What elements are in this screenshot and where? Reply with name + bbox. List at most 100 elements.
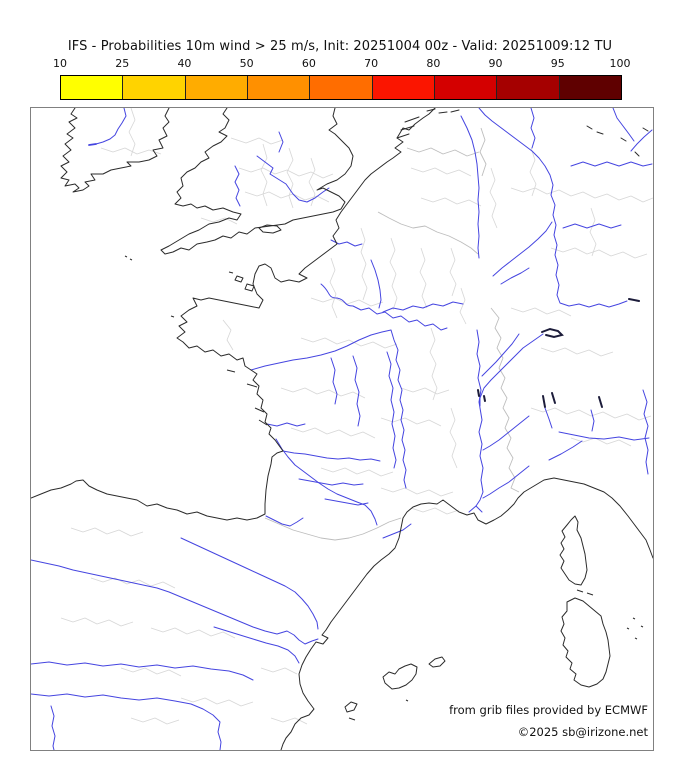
admin-ireland-2 xyxy=(100,147,162,155)
admin-spain-2 xyxy=(90,577,176,589)
coast-zeeland-islands xyxy=(396,116,420,139)
island-menorca xyxy=(428,656,446,668)
colorbar-segment xyxy=(247,76,311,99)
admin-spain-4 xyxy=(150,627,236,639)
admin-england-5 xyxy=(238,167,334,179)
colorbar-segment xyxy=(61,76,124,99)
admin-france-12 xyxy=(449,407,458,469)
river-lot xyxy=(298,478,364,486)
admin-france-11 xyxy=(429,327,438,401)
colorbar-segment xyxy=(185,76,248,99)
island-corsica xyxy=(559,515,588,586)
lake-constance xyxy=(628,298,640,302)
admin-france-5 xyxy=(449,247,457,297)
rivers-layer xyxy=(31,108,653,750)
colorbar-tick: 90 xyxy=(488,57,503,70)
river-cher xyxy=(330,357,338,405)
admin-germany-4 xyxy=(589,207,597,257)
river-shannon-estuary xyxy=(88,143,97,146)
admin-spain-5 xyxy=(120,667,182,677)
river-ems xyxy=(530,108,536,149)
admin-england-2 xyxy=(260,143,268,207)
river-rhone xyxy=(475,407,484,507)
river-tarn xyxy=(324,498,369,506)
colorbar-tick: 70 xyxy=(364,57,379,70)
coastlines-layer xyxy=(31,108,653,750)
admin-spain-7 xyxy=(130,717,180,725)
river-meurthe xyxy=(500,267,530,285)
coast-german-bight xyxy=(586,125,649,157)
admin-spain-6 xyxy=(180,697,254,707)
scilly-isles xyxy=(124,255,133,261)
river-spain-east-2 xyxy=(31,693,222,750)
admin-italy-1 xyxy=(530,407,652,421)
border-belgium-netherlands xyxy=(406,147,480,157)
river-adda xyxy=(590,409,595,432)
colorbar-tick: 10 xyxy=(53,57,67,70)
isle-of-wight xyxy=(258,224,282,234)
colorbar-tick: 60 xyxy=(301,57,316,70)
admin-france-1 xyxy=(360,227,368,301)
colorbar-ticks: 10 25 40 50 60 70 80 90 95 100 xyxy=(53,57,631,71)
river-seine xyxy=(320,283,448,331)
admin-france-8 xyxy=(280,387,366,399)
river-ebro xyxy=(31,559,319,645)
channel-islands xyxy=(228,271,255,292)
admin-england-3 xyxy=(286,147,294,209)
river-garonne xyxy=(275,438,378,526)
river-severn xyxy=(234,165,241,207)
river-shannon xyxy=(95,108,127,145)
colorbar-tick: 95 xyxy=(550,57,565,70)
river-adour xyxy=(265,515,304,527)
river-jucar xyxy=(213,626,300,664)
river-oise xyxy=(370,259,382,309)
lake-annecy xyxy=(483,395,486,402)
coast-ireland xyxy=(60,108,170,193)
river-doubs xyxy=(481,333,520,377)
river-meuse xyxy=(460,115,480,259)
island-mallorca xyxy=(382,663,418,690)
coast-mediterranean xyxy=(280,477,653,750)
river-charente xyxy=(266,422,306,427)
river-po xyxy=(558,431,650,441)
admin-spain-1 xyxy=(70,527,144,537)
river-marne xyxy=(382,301,464,313)
admin-benelux-1 xyxy=(410,167,472,177)
colorbar-segment xyxy=(559,76,621,99)
lake-maggiore xyxy=(542,395,546,408)
admin-benelux-2 xyxy=(420,197,482,207)
admin-spain-3 xyxy=(60,617,134,627)
river-thames xyxy=(256,155,330,203)
river-neckar xyxy=(562,223,622,229)
admin-france-4 xyxy=(419,247,428,309)
river-trent xyxy=(278,131,284,153)
colorbar-tick: 25 xyxy=(115,57,130,70)
river-dordogne xyxy=(282,450,381,462)
figure-title: IFS - Probabilities 10m wind > 25 m/s, I… xyxy=(67,39,613,54)
border-germany-netherlands xyxy=(479,127,487,177)
credit-ecmwf: from grib files provided by ECMWF xyxy=(449,703,648,717)
river-ticino xyxy=(544,407,553,429)
admin-france-15 xyxy=(380,417,442,427)
colorbar xyxy=(60,75,622,100)
coast-continent-atlantic xyxy=(31,108,436,521)
coast-great-britain xyxy=(160,108,354,255)
colorbar-segment xyxy=(434,76,498,99)
borders-layer xyxy=(60,108,653,725)
admin-germany-5 xyxy=(550,247,648,259)
river-durance xyxy=(482,465,530,499)
admin-germany-1 xyxy=(489,167,498,229)
island-sardinia xyxy=(560,597,611,688)
admin-france-9 xyxy=(290,427,376,439)
river-main xyxy=(570,161,653,167)
island-ibiza xyxy=(344,701,358,713)
river-elbe-branch xyxy=(630,129,653,152)
admin-spain-8 xyxy=(260,667,298,675)
admin-france-13 xyxy=(459,287,467,325)
border-france-belgium xyxy=(377,211,479,255)
colorbar-segment xyxy=(123,76,186,99)
river-adige xyxy=(642,389,649,475)
river-spain-south xyxy=(50,705,56,750)
admin-england-1 xyxy=(230,137,284,145)
